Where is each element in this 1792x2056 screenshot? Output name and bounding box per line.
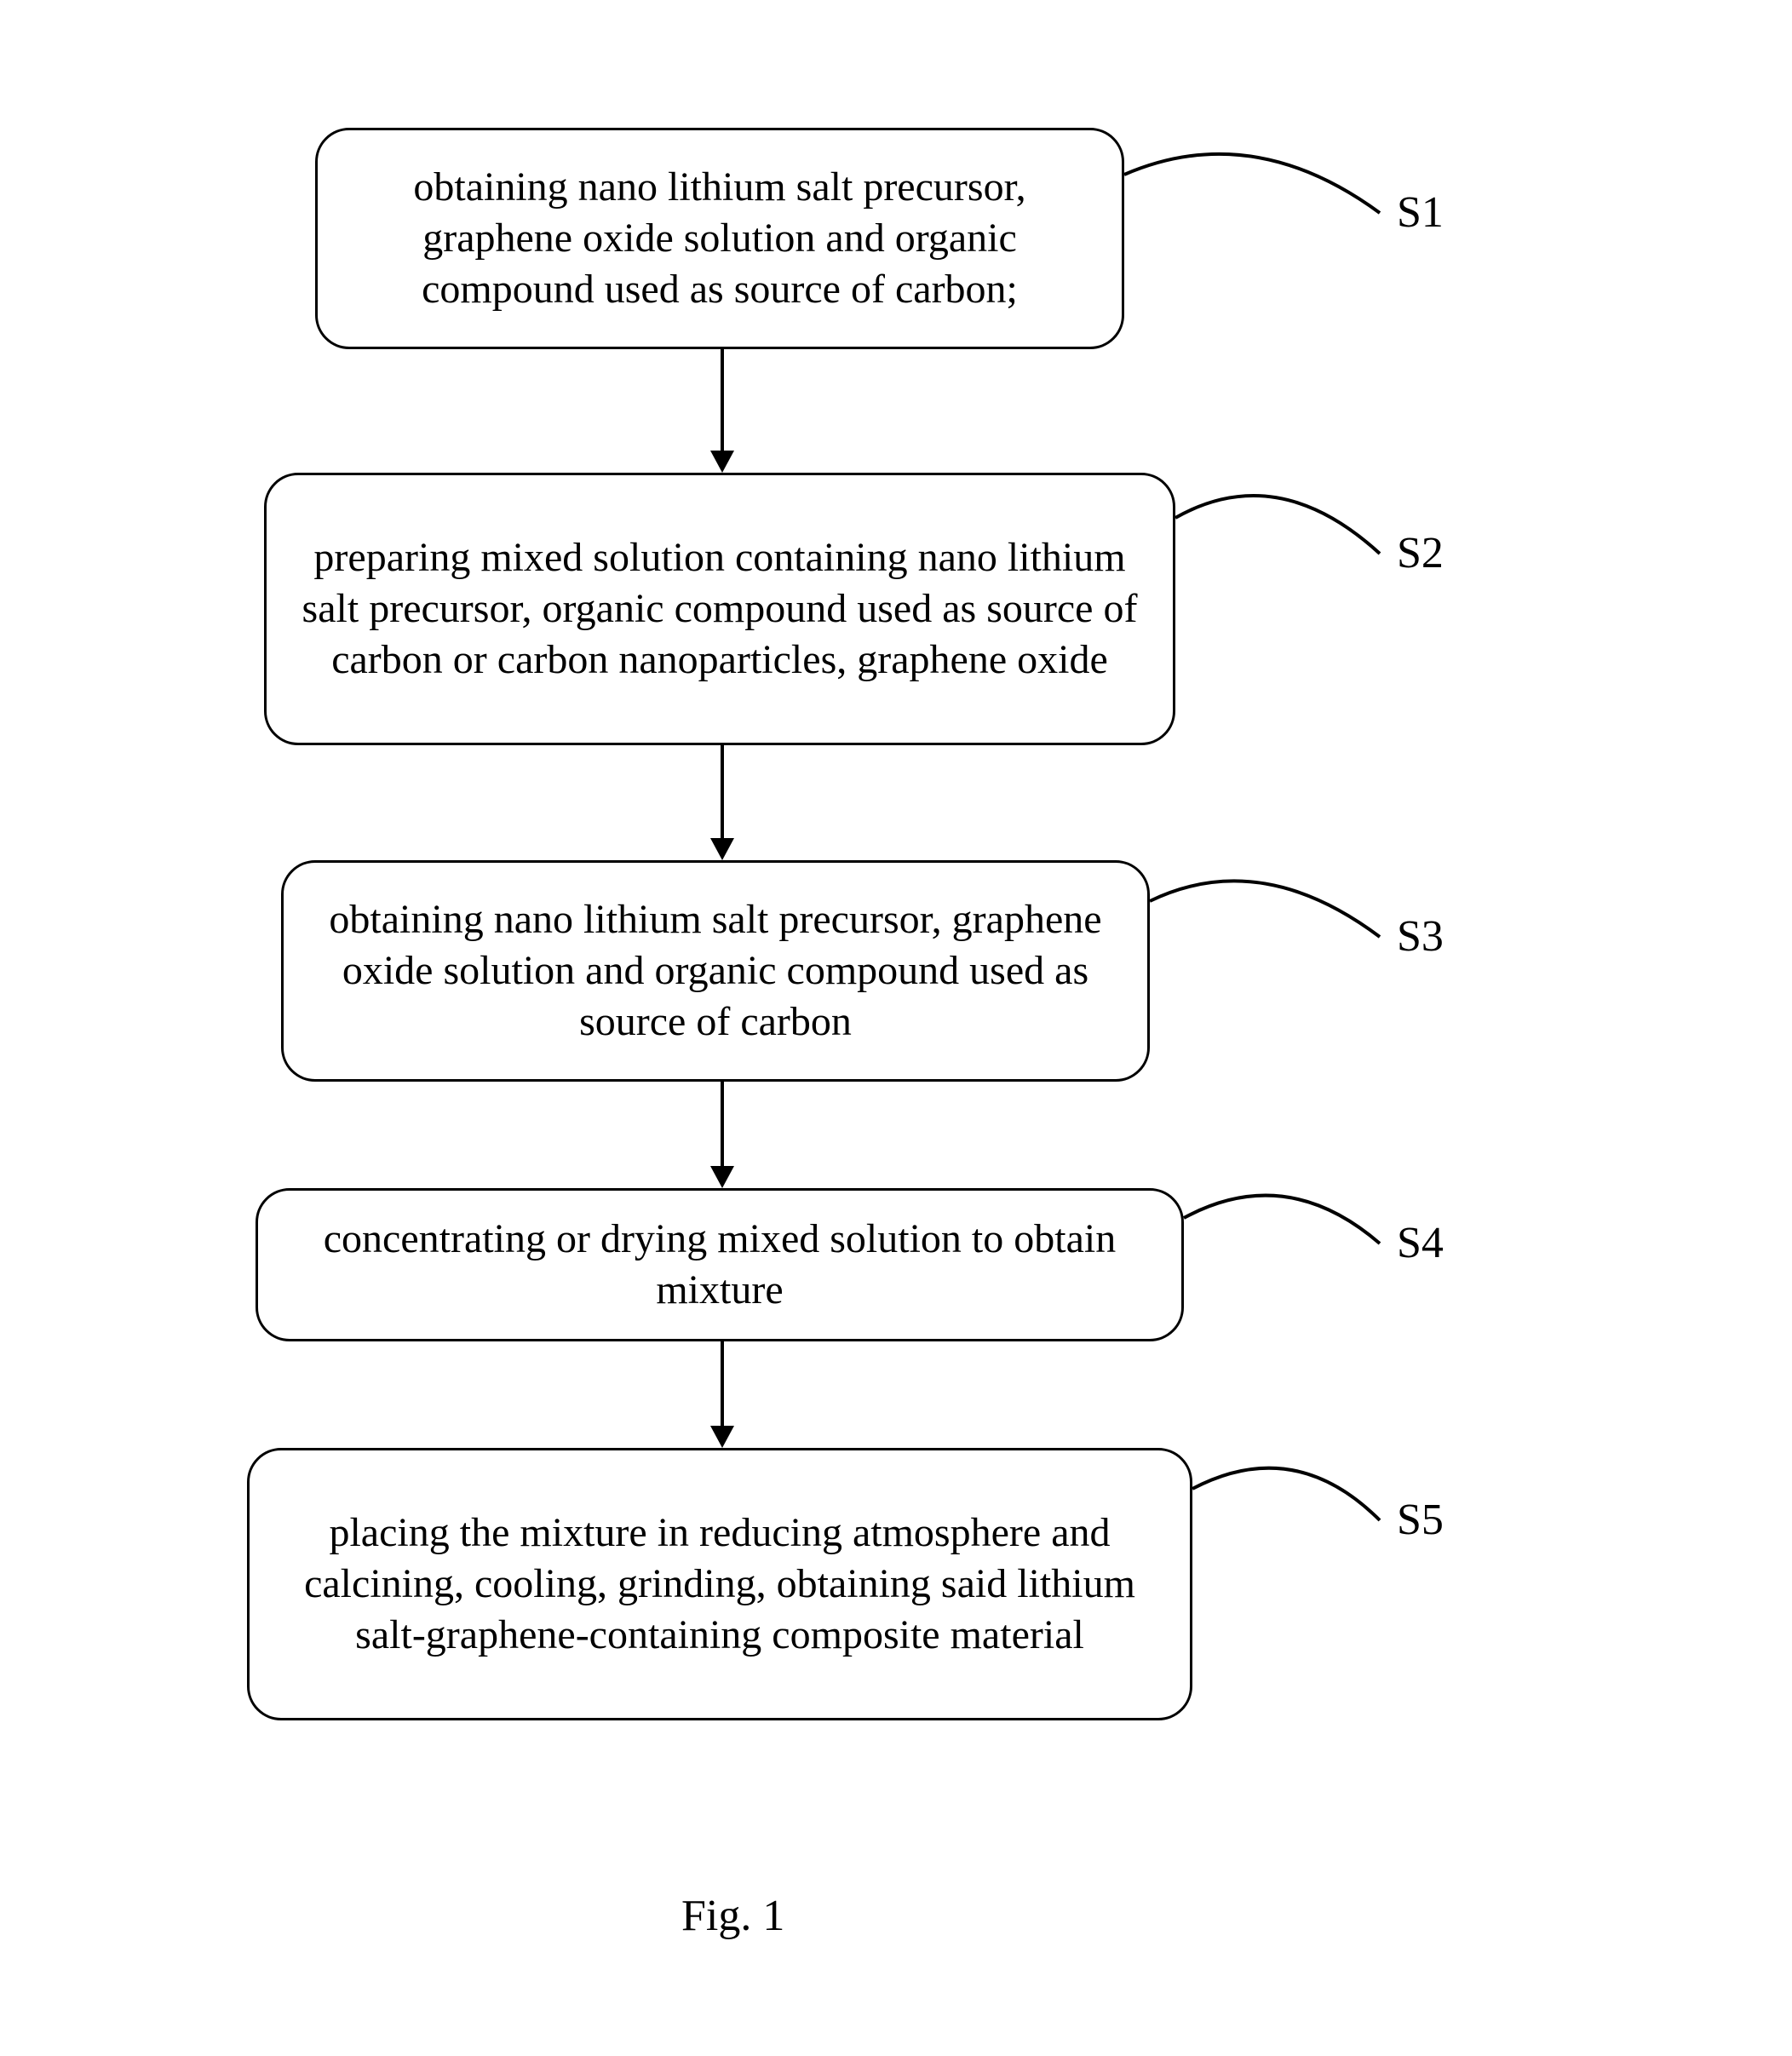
step-label-s3: S3 (1397, 911, 1444, 962)
step-label-s4: S4 (1397, 1218, 1444, 1268)
step-label-s1: S1 (1397, 187, 1444, 238)
figure-caption: Fig. 1 (681, 1891, 784, 1941)
flowchart-canvas: obtaining nano lithium salt precursor, g… (0, 0, 1792, 2056)
label-connector-icon (0, 0, 1792, 2056)
step-label-s5: S5 (1397, 1495, 1444, 1545)
step-label-s2: S2 (1397, 528, 1444, 578)
